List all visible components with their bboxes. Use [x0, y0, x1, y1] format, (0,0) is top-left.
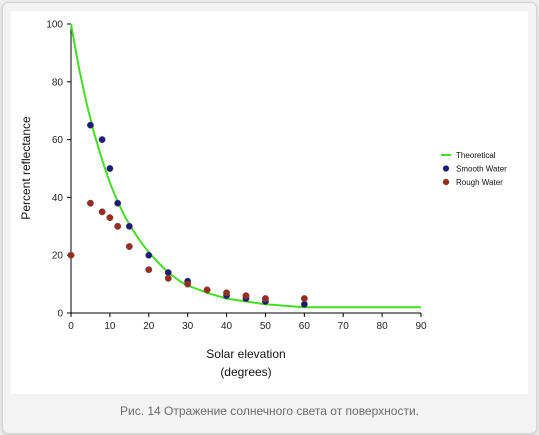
- series-line-theoretical: [70, 23, 421, 309]
- y-tick-label: 100: [46, 20, 63, 31]
- data-point-smooth-water: [98, 136, 106, 144]
- x-tick-label: 70: [338, 321, 350, 332]
- x-tick-label: 80: [377, 321, 389, 332]
- x-axis-subtitle: (degrees): [220, 365, 271, 379]
- figure-caption: Рис. 14 Отражение солнечного света от по…: [120, 404, 419, 418]
- data-point-smooth-water: [86, 121, 94, 129]
- legend-swatch-smooth-water: [442, 165, 450, 172]
- y-tick-label: 20: [52, 251, 64, 262]
- data-point-rough-water: [223, 289, 231, 297]
- legend-label-smooth-water: Smooth Water: [456, 165, 507, 174]
- x-tick-label: 30: [182, 321, 194, 332]
- ticks: 0 10 20 30 40 50 60 70 80 90 0 20 40 60 80 100: [46, 20, 427, 333]
- x-tick-label: 40: [221, 321, 233, 332]
- x-tick-label: 0: [68, 321, 74, 332]
- y-tick-label: 80: [52, 77, 64, 88]
- data-point-rough-water: [242, 292, 250, 300]
- legend-swatch-rough-water: [442, 178, 450, 186]
- marks: [67, 23, 421, 309]
- data-point-rough-water: [184, 280, 192, 288]
- data-point-rough-water: [98, 208, 106, 216]
- data-point-smooth-water: [114, 199, 122, 207]
- legend-label-rough-water: Rough Water: [456, 178, 503, 187]
- axes: [70, 24, 421, 314]
- y-tick-label: 60: [52, 135, 64, 146]
- data-point-rough-water: [125, 243, 133, 250]
- y-tick-label: 0: [57, 309, 63, 320]
- data-point-rough-water: [203, 286, 211, 294]
- legend-label-theoretical: Theoretical: [456, 151, 496, 160]
- data-point-rough-water: [67, 251, 75, 259]
- data-point-rough-water: [261, 295, 269, 302]
- data-point-smooth-water: [125, 222, 133, 230]
- data-point-rough-water: [300, 295, 308, 302]
- x-tick-label: 90: [415, 321, 427, 332]
- data-point-smooth-water: [145, 251, 153, 259]
- data-point-smooth-water: [164, 269, 172, 276]
- x-axis-title: Solar elevation: [206, 347, 285, 361]
- legend: Theoretical Smooth Water Rough Water: [441, 151, 507, 187]
- y-axis-title: Percent reflectance: [19, 116, 33, 220]
- data-point-rough-water: [145, 266, 153, 274]
- x-tick-label: 20: [143, 321, 155, 332]
- data-point-smooth-water: [300, 300, 308, 308]
- data-point-rough-water: [164, 274, 172, 282]
- x-tick-label: 10: [104, 321, 116, 332]
- plot-card: [11, 11, 528, 394]
- data-point-rough-water: [106, 214, 114, 222]
- data-point-rough-water: [114, 222, 122, 230]
- x-tick-label: 50: [260, 321, 272, 332]
- data-point-smooth-water: [106, 165, 114, 172]
- x-tick-label: 60: [299, 321, 311, 332]
- reflectance-chart: 0 10 20 30 40 50 60 70 80 90 0 20 40 60 80 100 Theoreti…: [19, 20, 507, 380]
- data-point-rough-water: [86, 199, 94, 207]
- y-tick-label: 40: [52, 193, 64, 204]
